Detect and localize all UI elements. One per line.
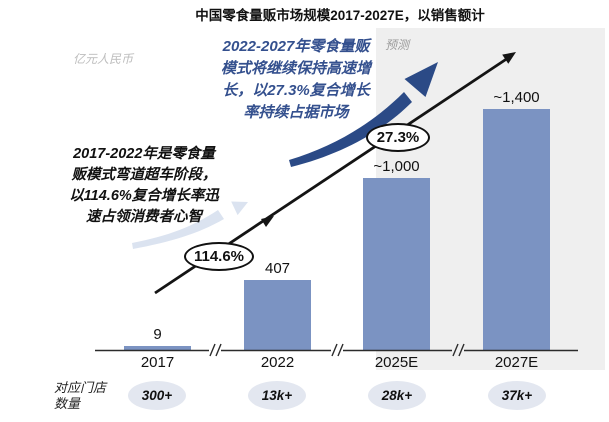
annotation-future-line: 率持续占据市场 xyxy=(243,104,349,121)
annotation-past-line: 速占领消费者心智 xyxy=(86,209,202,225)
annotation-past: 2017-2022年是零食量 贩模式弯道超车阶段， 以114.6%复合增长率迅 … xyxy=(36,144,252,228)
bar xyxy=(124,346,191,350)
bar-value-label: 9 xyxy=(153,326,162,343)
bar xyxy=(483,109,550,350)
store-count-2017: 300+ xyxy=(128,381,186,410)
cagr-badge-2017-2022: 114.6% xyxy=(184,242,254,271)
bar-value-label: ~1,000 xyxy=(373,158,420,175)
x-axis-label: 2017 xyxy=(140,354,175,371)
x-axis-label: 2027E xyxy=(494,354,539,371)
bar-value-label: ~1,400 xyxy=(493,89,540,106)
forecast-label: 预测 xyxy=(385,38,410,52)
annotation-past-line: 贩模式弯道超车阶段， xyxy=(71,167,217,183)
cagr-badge-2022-2027: 27.3% xyxy=(366,123,430,152)
annotation-future: 2022-2027年零食量贩 模式将继续保持高速增 长，以27.3%复合增长 率… xyxy=(196,36,396,124)
annotation-future-line: 2022-2027年零食量贩 xyxy=(222,38,370,55)
annotation-future-line: 长，以27.3%复合增长 xyxy=(222,82,370,99)
store-count-2022: 13k+ xyxy=(248,381,306,410)
x-axis-label: 2022 xyxy=(260,354,295,371)
annotation-past-line: 2017-2022年是零食量 xyxy=(73,146,215,162)
x-axis-label: 2025E xyxy=(374,354,419,371)
store-count-2027e: 37k+ xyxy=(488,381,546,410)
chart-title: 中国零食量贩市场规模2017-2027E，以销售额计 xyxy=(195,8,485,23)
bar xyxy=(244,280,311,350)
store-count-2025e: 28k+ xyxy=(368,381,426,410)
annotation-future-line: 模式将继续保持高速增 xyxy=(220,60,371,77)
annotation-past-line: 以114.6%复合增长率迅 xyxy=(69,188,219,204)
bar-column-2017: 9 2017 xyxy=(124,0,191,422)
store-count-row-label: 对应门店数量 xyxy=(54,380,107,411)
bar-column-2027e: ~1,400 2027E xyxy=(483,0,550,422)
bar xyxy=(363,178,430,350)
y-axis-unit-label: 亿元人民币 xyxy=(73,52,134,66)
